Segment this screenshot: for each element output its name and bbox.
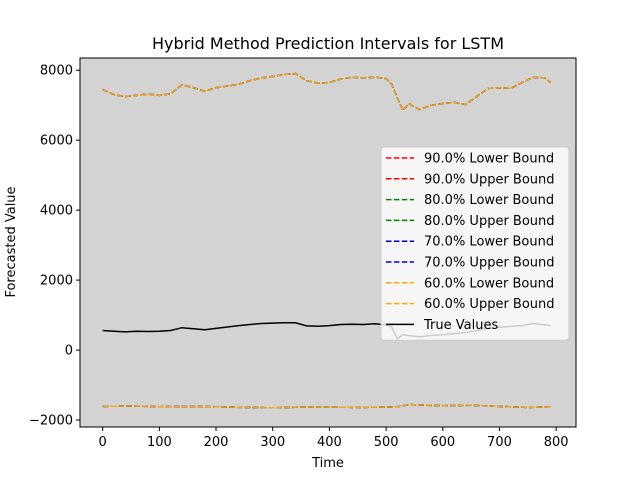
legend-box	[380, 146, 570, 341]
x-tick-label: 200	[204, 435, 229, 450]
x-tick-label: 700	[487, 435, 512, 450]
legend: 90.0% Lower Bound 90.0% Upper Bound 80.0% …	[380, 146, 570, 341]
series-line-60-0-lower-bound	[102, 403, 551, 409]
legend-label: 90.0% Lower Bound	[424, 152, 554, 167]
legend-label: 90.0% Upper Bound	[424, 172, 555, 187]
y-tick-label: 2000	[40, 274, 73, 289]
legend-label: 80.0% Upper Bound	[424, 214, 555, 229]
x-tick-label: 400	[317, 435, 342, 450]
legend-label: True Values	[423, 318, 498, 333]
y-axis: −2000 0 2000 4000 6000 8000	[29, 64, 80, 429]
y-tick-label: 4000	[40, 204, 73, 219]
legend-label: 70.0% Upper Bound	[424, 256, 555, 271]
x-tick-label: 600	[430, 435, 455, 450]
x-tick-label: 300	[260, 435, 285, 450]
series-layer	[102, 72, 551, 409]
plot-frame	[79, 57, 577, 428]
legend-label: 80.0% Lower Bound	[424, 193, 554, 208]
y-tick-label: 6000	[40, 134, 73, 149]
series-line-60-0-upper-bound	[102, 72, 551, 112]
legend-label: 70.0% Lower Bound	[424, 235, 554, 250]
y-axis-label: Forecasted Value	[4, 186, 19, 297]
x-tick-label: 800	[544, 435, 569, 450]
x-tick-label: 0	[99, 435, 107, 450]
y-tick-label: 0	[65, 344, 73, 359]
legend-label: 60.0% Upper Bound	[424, 297, 555, 312]
x-axis-label: Time	[311, 456, 344, 471]
y-tick-label: 8000	[40, 64, 73, 79]
chart-title: Hybrid Method Prediction Intervals for L…	[152, 34, 504, 53]
y-tick-label: −2000	[29, 414, 73, 429]
x-tick-label: 100	[147, 435, 172, 450]
legend-label: 60.0% Lower Bound	[424, 276, 554, 291]
x-tick-label: 500	[374, 435, 399, 450]
x-axis: 0 100 200 300 400 500 600 700 800	[99, 427, 569, 450]
